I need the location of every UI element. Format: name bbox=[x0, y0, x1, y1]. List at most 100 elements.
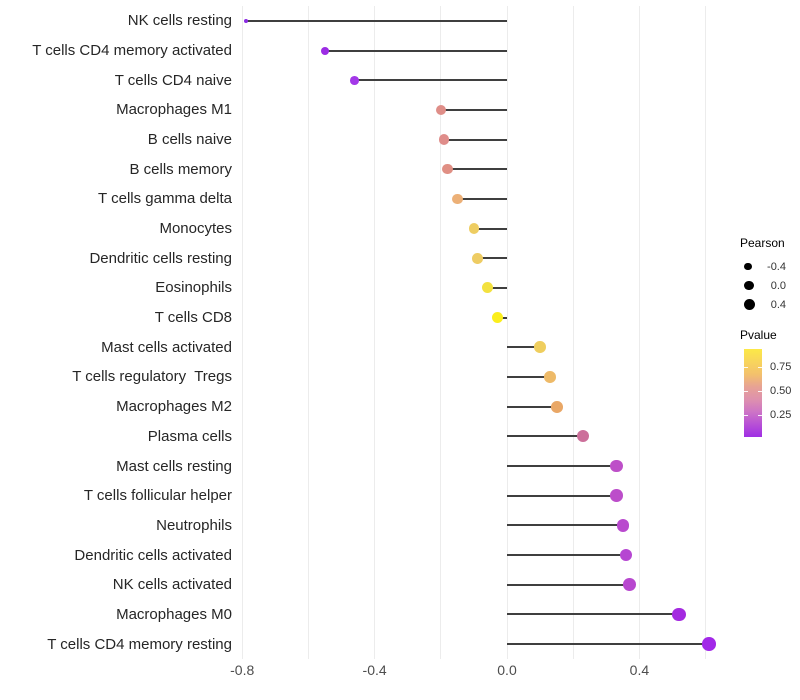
x-tick-label: -0.4 bbox=[362, 662, 387, 678]
x-tick-label: 0.4 bbox=[629, 662, 650, 678]
y-axis-label: Plasma cells bbox=[147, 427, 232, 445]
lollipop-dot bbox=[350, 75, 360, 85]
lollipop-dot bbox=[609, 489, 623, 502]
lollipop-dot bbox=[544, 371, 556, 383]
gridline bbox=[307, 6, 309, 659]
y-axis-label: T cells follicular helper bbox=[83, 487, 232, 505]
lollipop-dot bbox=[438, 134, 450, 145]
y-axis-label: T cells regulatory Tregs bbox=[72, 368, 232, 386]
lollipop-dot bbox=[468, 223, 480, 234]
gridline bbox=[374, 6, 376, 659]
lollipop-dot bbox=[243, 18, 248, 23]
lollipop-dot bbox=[550, 400, 563, 413]
size-legend-entry: 0.0 bbox=[744, 276, 786, 295]
y-axis-label: T cells CD4 memory resting bbox=[47, 635, 232, 653]
y-axis-label: T cells gamma delta bbox=[98, 190, 232, 208]
y-axis-label: NK cells activated bbox=[112, 576, 232, 594]
y-axis-label: B cells memory bbox=[129, 160, 232, 178]
size-legend-dot bbox=[744, 262, 752, 271]
lollipop-segment bbox=[507, 376, 551, 378]
colorbar-wrap: 0.75 0.50 0.25 bbox=[744, 349, 798, 439]
colorbar-tick bbox=[758, 391, 762, 393]
lollipop-segment bbox=[507, 554, 627, 557]
y-axis-label: NK cells resting bbox=[127, 12, 232, 30]
size-legend-title: Pearson bbox=[740, 236, 785, 250]
lollipop-dot bbox=[491, 312, 503, 324]
lollipop-dot bbox=[623, 578, 636, 592]
lollipop-segment bbox=[245, 19, 507, 22]
colorbar-tick bbox=[758, 415, 762, 416]
lollipop-segment bbox=[447, 168, 507, 171]
lollipop-segment bbox=[473, 227, 507, 230]
lollipop-segment bbox=[507, 613, 680, 616]
lollipop-dot bbox=[452, 193, 463, 205]
lollipop-segment bbox=[457, 197, 507, 200]
lollipop-segment bbox=[507, 494, 617, 497]
size-legend-dot bbox=[744, 280, 754, 291]
size-legend-label: -0.4 bbox=[767, 260, 786, 273]
x-tick-label: 0.0 bbox=[497, 662, 517, 678]
lollipop-segment bbox=[507, 583, 630, 586]
colorbar-tick bbox=[744, 391, 748, 393]
y-axis-label: T cells CD4 naive bbox=[114, 71, 232, 89]
lollipop-segment bbox=[507, 435, 584, 438]
lollipop-segment bbox=[507, 643, 709, 646]
colorbar-label: 0.75 bbox=[770, 361, 792, 374]
y-axis-label: Mast cells resting bbox=[116, 457, 232, 475]
lollipop-dot bbox=[672, 607, 686, 622]
lollipop-dot bbox=[481, 282, 493, 294]
lollipop-dot bbox=[619, 548, 633, 562]
plot-panel bbox=[237, 6, 726, 659]
y-axis-label: Eosinophils bbox=[155, 279, 232, 297]
lollipop-dot bbox=[435, 104, 446, 115]
size-legend-label: 0.0 bbox=[770, 279, 786, 292]
lollipop-dot bbox=[702, 637, 716, 651]
y-axis-label: Dendritic cells resting bbox=[89, 249, 232, 267]
y-axis-label: B cells naive bbox=[147, 131, 232, 149]
y-axis-label: T cells CD8 bbox=[154, 309, 232, 327]
lollipop-segment bbox=[507, 465, 617, 468]
lollipop-segment bbox=[444, 138, 507, 141]
size-legend-dot bbox=[744, 299, 755, 310]
colorbar-label: 0.25 bbox=[770, 409, 792, 421]
lollipop-segment bbox=[477, 257, 507, 260]
y-axis-labels: NK cells resting T cells CD4 memory activ… bbox=[0, 6, 232, 659]
size-legend-entry: -0.4 bbox=[744, 257, 786, 276]
legend: Pearson -0.4 0.0 0.4 Pvalue 0.75 0.50 0.25 bbox=[740, 236, 798, 439]
colorbar-label: 0.50 bbox=[770, 385, 792, 398]
size-legend-entry: 0.4 bbox=[744, 295, 786, 314]
y-axis-label: Neutrophils bbox=[156, 516, 232, 534]
lollipop-segment bbox=[440, 108, 507, 111]
lollipop-dot bbox=[534, 341, 546, 354]
color-legend: Pvalue 0.75 0.50 0.25 bbox=[740, 328, 798, 439]
y-axis-label: T cells CD4 memory activated bbox=[32, 42, 232, 59]
colorbar-tick bbox=[744, 415, 748, 416]
colorbar-tick bbox=[744, 367, 748, 369]
color-legend-title: Pvalue bbox=[740, 328, 777, 342]
y-axis-label: Macrophages M2 bbox=[116, 398, 232, 416]
lollipop-dot bbox=[442, 164, 453, 175]
gridline bbox=[572, 6, 574, 659]
y-axis-label: Monocytes bbox=[159, 220, 232, 238]
gridline bbox=[705, 6, 707, 659]
gridline bbox=[440, 6, 442, 659]
y-axis-label: Macrophages M1 bbox=[116, 101, 232, 119]
x-tick-label: -0.8 bbox=[230, 662, 255, 678]
x-axis: -0.8 -0.4 0.0 0.4 bbox=[230, 662, 726, 680]
lollipop-segment bbox=[507, 405, 557, 408]
gridline bbox=[241, 6, 243, 659]
size-legend-label: 0.4 bbox=[770, 298, 786, 311]
lollipop-dot bbox=[320, 46, 329, 55]
lollipop-segment bbox=[487, 286, 507, 289]
lollipop-dot bbox=[471, 252, 483, 264]
lollipop-dot bbox=[609, 459, 623, 473]
gridline bbox=[638, 6, 640, 659]
colorbar-tick bbox=[758, 367, 762, 369]
lollipop-dot bbox=[577, 430, 590, 443]
lollipop-segment bbox=[354, 79, 507, 82]
y-axis-label: Macrophages M0 bbox=[116, 605, 232, 623]
y-axis-label: Dendritic cells activated bbox=[74, 546, 232, 564]
lollipop-segment bbox=[507, 346, 541, 349]
size-legend-entries: -0.4 0.0 0.4 bbox=[740, 250, 786, 314]
